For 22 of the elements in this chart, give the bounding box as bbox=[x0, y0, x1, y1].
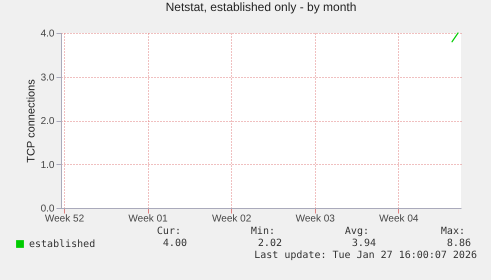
text: 2.02 bbox=[258, 238, 282, 249]
x-tick-label: Week 01 bbox=[128, 214, 168, 224]
y-axis-title: TCP connections bbox=[26, 78, 38, 163]
x-tick-label: Week 04 bbox=[379, 214, 419, 224]
chart-title: Netstat, established only - by month bbox=[166, 0, 356, 14]
y-tick-label: 1.0 bbox=[40, 160, 55, 171]
text: 4.00 bbox=[162, 238, 187, 249]
text: 8.86 bbox=[446, 238, 471, 249]
text: Cur: bbox=[156, 226, 181, 237]
text: 3.94 bbox=[352, 238, 376, 249]
text: Min: bbox=[250, 226, 275, 237]
y-tick-label: 3.0 bbox=[40, 72, 55, 84]
y-tick-label: 2.0 bbox=[40, 116, 55, 127]
text: Last update: Tue Jan 27 16:00:07 2026 bbox=[254, 250, 477, 261]
y-tick-label: 0.0 bbox=[40, 204, 55, 214]
legend-label: established bbox=[29, 239, 96, 250]
x-tick-label: Week 03 bbox=[296, 214, 336, 224]
y-tick-label: 4.0 bbox=[40, 28, 55, 40]
x-tick-label: Week 02 bbox=[212, 214, 252, 224]
text: Max: bbox=[440, 226, 465, 237]
x-tick-label: Week 52 bbox=[44, 214, 85, 224]
text: Avg: bbox=[344, 226, 369, 237]
